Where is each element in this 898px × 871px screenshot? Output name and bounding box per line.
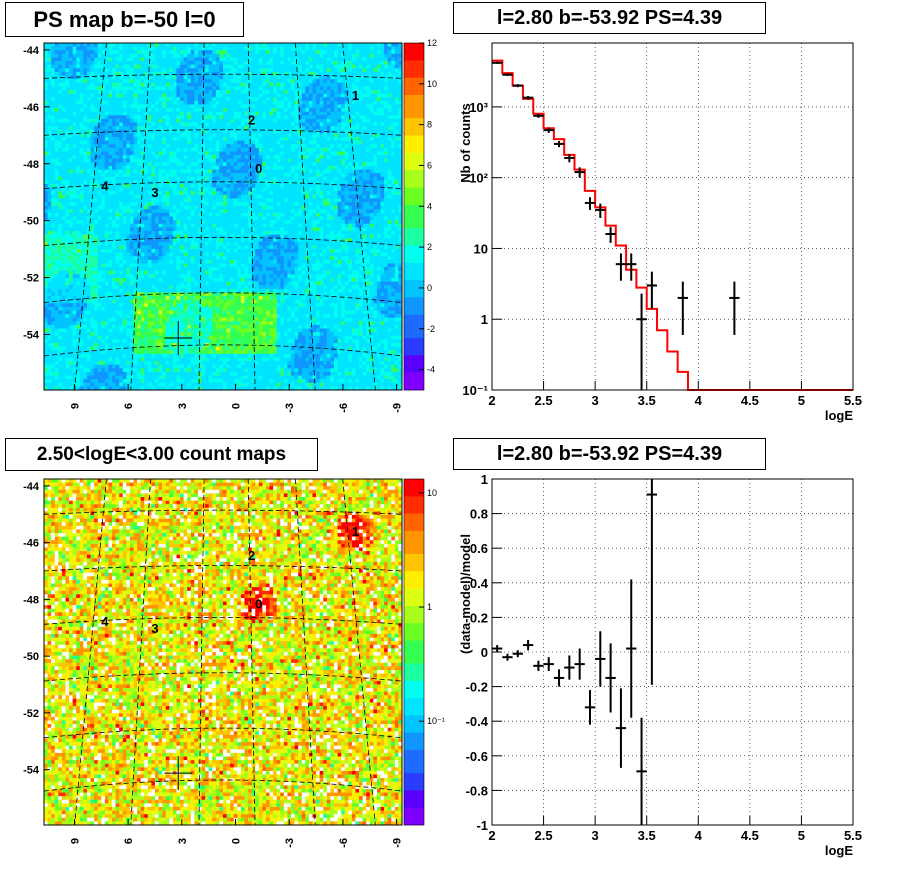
y-axis-label: (data-model)/model: [458, 534, 473, 654]
x-tick-label: 6: [123, 403, 135, 409]
colorbar-label: 0: [427, 283, 432, 293]
colorbar-label: -2: [427, 324, 435, 334]
colorbar-label: 2: [427, 242, 432, 252]
colorbar-label: 10⁻¹: [427, 716, 445, 726]
y-tick-label: -48: [23, 159, 39, 171]
x-tick-label: 4.5: [741, 393, 759, 408]
source-label: 2: [248, 112, 255, 127]
map-cells: [44, 479, 402, 825]
colorbar-label: 1: [427, 602, 432, 612]
y-tick-label: 0.8: [470, 507, 488, 522]
source-label: 1: [352, 524, 359, 539]
x-tick-label: 5.5: [844, 393, 862, 408]
x-tick-label: 2: [488, 393, 495, 408]
x-tick-label: -9: [392, 403, 404, 413]
source-label: 4: [101, 614, 109, 629]
plot-area: [492, 43, 853, 390]
y-tick-label: -44: [23, 45, 40, 57]
y-tick-label: -48: [23, 594, 39, 606]
x-tick-label: 3.5: [638, 828, 656, 843]
x-tick-label: -3: [284, 403, 296, 413]
y-tick-label: -0.4: [466, 714, 489, 729]
x-axis-label: logE: [825, 843, 853, 858]
colorbar: 10 1 10⁻¹: [404, 479, 445, 825]
x-tick-label: 2.5: [535, 393, 553, 408]
source-label: 2: [248, 548, 255, 563]
y-tick-label: 10: [474, 241, 488, 256]
colorbar-label: -4: [427, 365, 435, 375]
x-tick-label: -6: [338, 838, 350, 848]
y-tick-label: 1: [481, 312, 488, 327]
y-tick-label: -52: [23, 708, 39, 720]
source-label: 3: [151, 621, 158, 636]
y-tick-label: -54: [23, 329, 40, 341]
figure-canvas: 01234-44-46-48-50-52-549 6 3 0 -3 -6 -91210864…: [0, 0, 898, 871]
source-label: 4: [101, 178, 109, 193]
y-tick-label: -46: [23, 538, 39, 550]
y-tick-label: -52: [23, 273, 39, 285]
x-tick-label: 5: [798, 828, 805, 843]
colorbar-label: 12: [427, 38, 437, 48]
x-tick-label: 5: [798, 393, 805, 408]
x-tick-label: 9: [69, 403, 81, 409]
y-tick-label: 10⁻¹: [462, 383, 488, 398]
x-tick-label: 4: [695, 828, 703, 843]
x-tick-label: 3: [592, 393, 599, 408]
x-tick-label: 0: [231, 403, 243, 409]
x-tick-label: -3: [284, 838, 296, 848]
y-tick-label: 1: [481, 472, 488, 487]
x-tick-label: -6: [338, 403, 350, 413]
x-tick-label: 3.5: [638, 393, 656, 408]
x-tick-label: 4.5: [741, 828, 759, 843]
source-label: 3: [151, 185, 158, 200]
colorbar-label: 4: [427, 201, 432, 211]
x-tick-label: 4: [695, 393, 703, 408]
colorbar-label: 6: [427, 160, 432, 170]
y-tick-label: -1: [476, 818, 488, 833]
y-tick-label: -54: [23, 765, 40, 777]
source-label: 0: [255, 161, 262, 176]
y-tick-label: -0.2: [466, 680, 488, 695]
y-tick-label: -50: [23, 651, 39, 663]
x-axis-label: logE: [825, 408, 853, 423]
x-tick-label: 6: [123, 838, 135, 844]
colorbar-label: 8: [427, 120, 432, 130]
y-tick-label: 0: [481, 645, 488, 660]
x-tick-label: 5.5: [844, 828, 862, 843]
y-tick-label: -46: [23, 102, 39, 114]
x-tick-label: 2.5: [535, 828, 553, 843]
x-tick-label: 3: [177, 838, 189, 844]
x-tick-label: 3: [592, 828, 599, 843]
source-label: 0: [255, 597, 262, 612]
x-tick-label: 3: [177, 403, 189, 409]
colorbar-label: 10: [427, 488, 437, 498]
y-tick-label: -0.6: [466, 749, 488, 764]
source-label: 1: [352, 88, 359, 103]
x-tick-label: -9: [392, 838, 404, 848]
map-cells: [44, 43, 402, 390]
count-map-panel: 0 1 2 3 4 -44 -46 -48 -50 -52 -54 9 6 3 0 -3 -6 -9 10 1 10⁻¹: [23, 479, 445, 848]
y-tick-label: -0.8: [466, 783, 488, 798]
x-tick-label: 2: [488, 828, 495, 843]
y-axis-label: Nb of counts: [458, 103, 473, 182]
x-tick-label: 9: [69, 838, 81, 844]
residual-panel: 2 2.5 3 3.5 4 4.5 5 5.510.80.60.40.20-0.2-0.4-0…: [458, 472, 862, 858]
y-tick-label: -44: [23, 481, 40, 493]
y-tick-label: -50: [23, 216, 39, 228]
colorbar-label: 10: [427, 79, 437, 89]
x-tick-label: 0: [231, 838, 243, 844]
colorbar: 12 10 8 6 4 2 0 -2 -4: [404, 38, 437, 390]
